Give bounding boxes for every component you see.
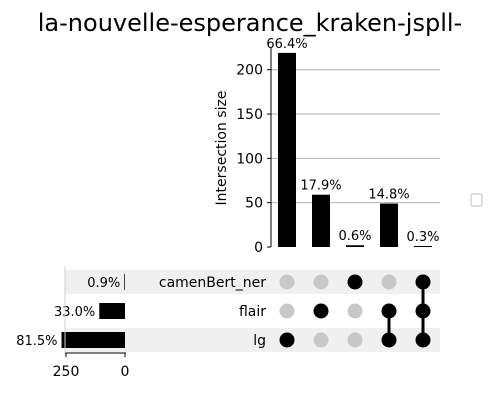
bar-value-label: 14.8% (368, 188, 409, 203)
set-size-label: 81.5% (16, 334, 57, 349)
set-size-label: 33.0% (54, 305, 95, 320)
set-name-label: flair (239, 304, 266, 320)
intersection-bar (380, 203, 398, 247)
matrix-dot-active (415, 303, 431, 319)
intersection-bar (346, 245, 364, 247)
intersection-bar (312, 194, 330, 247)
matrix-dot-active (313, 303, 329, 319)
matrix-dot-inactive (279, 303, 295, 319)
bar-value-label: 66.4% (266, 37, 307, 52)
intersection-bar (414, 246, 432, 247)
set-size-bar (99, 303, 125, 319)
matrix-dot-active (415, 274, 431, 290)
set-name-label: camenBert_ner (159, 275, 266, 291)
matrix-dot-active (381, 303, 397, 319)
y-tick-label: 200 (236, 63, 263, 79)
y-tick-label: 150 (236, 107, 263, 123)
set-size-tick-label: 250 (53, 364, 80, 380)
chart-title: la-nouvelle-esperance_kraken-jspll- (38, 9, 462, 37)
matrix-dot-active (415, 332, 431, 348)
y-axis-label: Intersection size (214, 91, 230, 206)
matrix-dot-inactive (313, 332, 329, 348)
y-tick-label: 100 (236, 151, 263, 167)
bar-value-label: 17.9% (300, 179, 341, 194)
y-tick-label: 0 (254, 240, 263, 256)
matrix-dot-inactive (347, 332, 363, 348)
set-size-bar (124, 274, 125, 290)
matrix-dot-active (381, 332, 397, 348)
set-name-label: lg (253, 333, 266, 349)
set-size-bar (61, 332, 125, 348)
matrix-dot-inactive (313, 274, 329, 290)
set-size-tick-label: 0 (121, 364, 130, 380)
matrix-dot-active (279, 332, 295, 348)
matrix-dot-inactive (279, 274, 295, 290)
intersection-bar (278, 52, 296, 247)
bar-value-label: 0.6% (338, 229, 371, 244)
matrix-dot-inactive (381, 274, 397, 290)
legend-marker (470, 193, 483, 207)
row-stripe (65, 328, 440, 352)
matrix-dot-inactive (347, 303, 363, 319)
bar-value-label: 0.3% (406, 230, 439, 245)
matrix-dot-active (347, 274, 363, 290)
set-size-label: 0.9% (87, 276, 120, 291)
y-tick-label: 50 (245, 196, 263, 212)
row-stripe (65, 270, 440, 294)
